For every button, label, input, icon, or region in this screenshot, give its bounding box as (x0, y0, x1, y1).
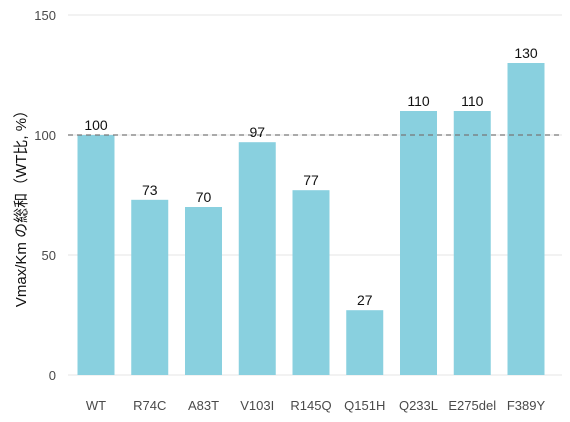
data-label-R74C: 73 (142, 182, 158, 198)
x-tick-label-R145Q: R145Q (290, 398, 331, 413)
bar-Q151H (346, 310, 384, 375)
bar-V103I (238, 142, 276, 375)
y-tick-label-150: 150 (34, 8, 56, 23)
bar-F389Y (507, 63, 545, 375)
y-tick-label-100: 100 (34, 128, 56, 143)
bars (77, 63, 545, 375)
x-tick-label-R74C: R74C (133, 398, 166, 413)
data-label-Q151H: 27 (357, 292, 373, 308)
x-tick-label-V103I: V103I (240, 398, 274, 413)
x-axis-ticks: WT R74C A83T V103I R145Q Q151H Q233L E275del F38… (86, 398, 546, 413)
x-tick-label-F389Y: F389Y (507, 398, 546, 413)
x-tick-label-A83T: A83T (188, 398, 219, 413)
data-label-E275del: 110 (461, 93, 484, 109)
y-tick-label-50: 50 (42, 248, 56, 263)
data-labels: 100 73 70 97 77 27 110 110 130 (84, 45, 538, 308)
data-label-Q233L: 110 (407, 93, 430, 109)
x-tick-label-E275del: E275del (448, 398, 496, 413)
data-label-V103I: 97 (249, 124, 265, 140)
bar-Q233L (400, 111, 437, 375)
bar-A83T (185, 207, 222, 375)
x-tick-label-Q151H: Q151H (344, 398, 385, 413)
y-tick-label-0: 0 (49, 368, 56, 383)
data-label-WT: 100 (84, 117, 108, 133)
x-tick-label-Q233L: Q233L (399, 398, 438, 413)
data-label-R145Q: 77 (303, 172, 319, 188)
y-axis-ticks: 0 50 100 150 (34, 8, 56, 383)
y-axis-title: Vmax/Km の総和（WT比, %） (13, 103, 30, 307)
x-tick-label-WT: WT (86, 398, 106, 413)
bar-R145Q (292, 190, 330, 375)
bar-WT (77, 135, 115, 375)
bar-E275del (453, 111, 491, 375)
bar-R74C (131, 199, 169, 375)
data-label-F389Y: 130 (514, 45, 538, 61)
data-label-A83T: 70 (196, 189, 212, 205)
